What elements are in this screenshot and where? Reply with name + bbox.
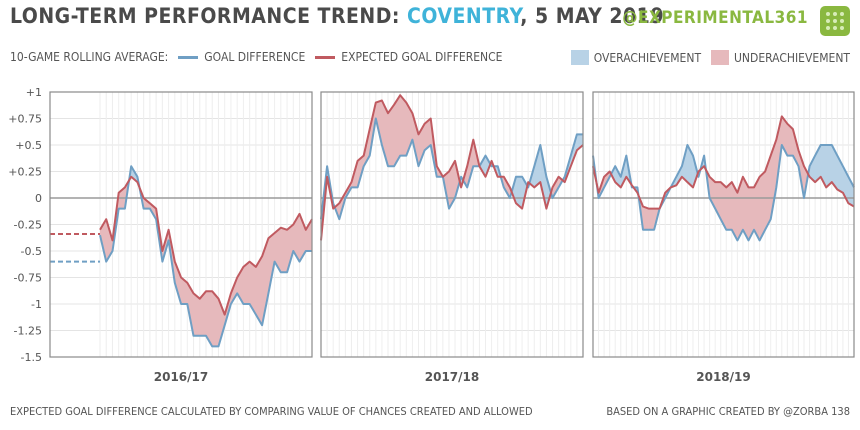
y-tick-label: -0.75 — [14, 272, 42, 285]
footer-note: EXPECTED GOAL DIFFERENCE CALCULATED BY C… — [10, 405, 533, 418]
y-tick-label: -0.5 — [21, 245, 42, 258]
y-tick-label: -0.25 — [14, 219, 42, 232]
panel-frame — [592, 91, 855, 358]
gd-line — [592, 144, 855, 242]
author-handle: @EXPERIMENTAL361 — [622, 8, 808, 28]
legend-gd-swatch — [178, 55, 199, 59]
season-label: 2017/18 — [425, 370, 479, 384]
y-tick-label: -1.5 — [21, 351, 42, 364]
y-tick-label: -1.25 — [14, 325, 42, 338]
gd-line — [99, 165, 312, 348]
xgd-line — [592, 115, 855, 210]
xgd-line — [320, 94, 584, 241]
gd-line — [320, 117, 583, 221]
legend-xgd-label: EXPECTED GOAL DIFFERENCE — [341, 50, 503, 64]
legend-areas: OVERACHIEVEMENT UNDERACHIEVEMENT — [561, 50, 850, 65]
xgd-line — [99, 175, 313, 316]
y-tick-label: 0 — [35, 192, 42, 205]
y-tick-label: +0.75 — [8, 113, 42, 126]
legend-under-swatch — [711, 50, 730, 65]
legend-over-label: OVERACHIEVEMENT — [593, 50, 702, 65]
y-tick-label: +0.5 — [15, 139, 42, 152]
legend-gd-label: GOAL DIFFERENCE — [204, 50, 306, 64]
legend-label: 10-GAME ROLLING AVERAGE: — [10, 50, 169, 64]
legend-xgd-swatch — [315, 55, 336, 59]
legend-over-swatch — [570, 50, 589, 65]
legend-under-label: UNDERACHIEVEMENT — [734, 50, 850, 65]
y-tick-label: +1 — [26, 86, 42, 99]
footer-credit: BASED ON A GRAPHIC CREATED BY @ZORBA 138 — [606, 405, 850, 418]
season-label: 2018/19 — [696, 370, 750, 384]
underachievement-area — [100, 176, 312, 347]
chart-title: LONG-TERM PERFORMANCE TREND: COVENTRY, 5… — [10, 4, 664, 28]
logo-icon — [820, 6, 850, 36]
legend-lines: 10-GAME ROLLING AVERAGE: GOAL DIFFERENCE… — [10, 50, 502, 64]
team-name: COVENTRY — [407, 4, 521, 28]
y-tick-label: -1 — [31, 298, 42, 311]
panel-frame — [49, 91, 313, 358]
panel-frame — [320, 91, 584, 358]
y-tick-label: +0.25 — [8, 166, 42, 179]
season-label: 2016/17 — [154, 370, 208, 384]
